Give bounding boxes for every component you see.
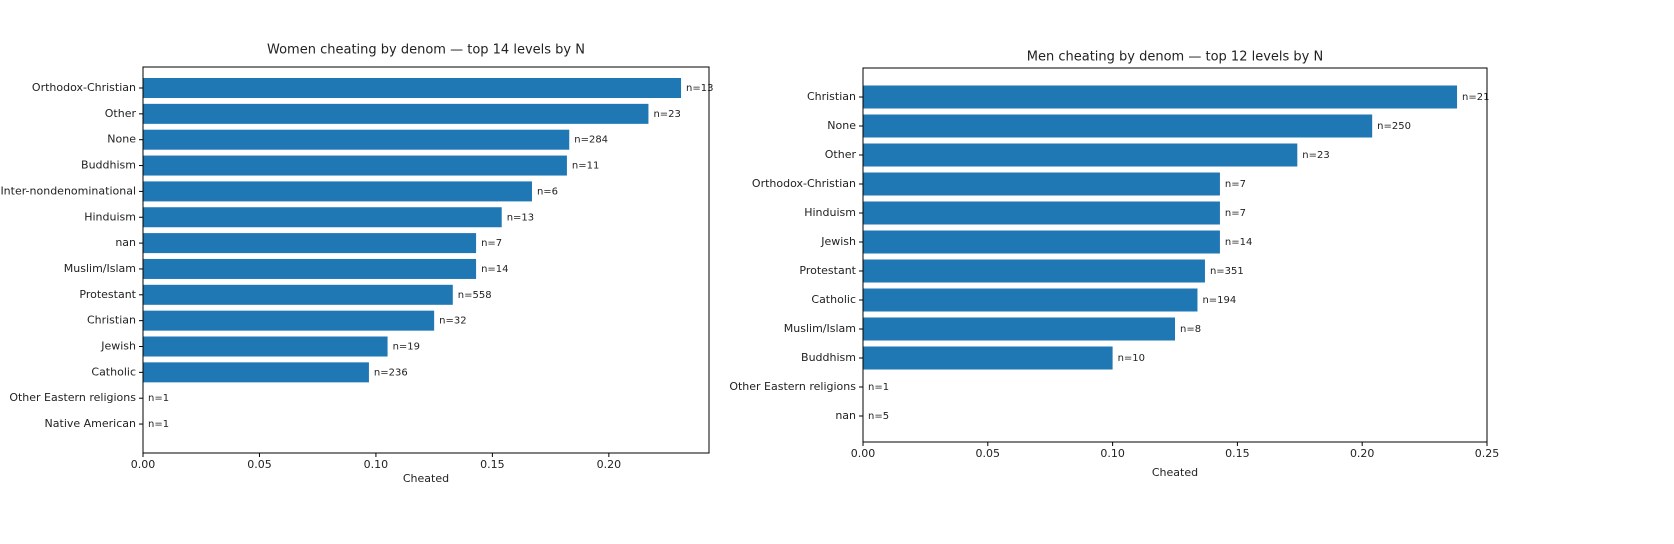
bar	[863, 317, 1175, 341]
bar-note: n=1	[868, 382, 889, 393]
x-tick-label: 0.05	[247, 458, 272, 471]
y-tick-label: Christian	[87, 314, 136, 327]
bar-note: n=8	[1180, 324, 1201, 335]
bar-note: n=23	[653, 109, 680, 120]
y-tick-label: nan	[835, 409, 856, 422]
y-tick-label: Protestant	[79, 288, 136, 301]
bar-note: n=13	[507, 212, 534, 223]
bar-note: n=1	[148, 393, 169, 404]
bar-note: n=250	[1377, 121, 1411, 132]
y-tick-label: nan	[115, 236, 136, 249]
bar-note: n=21	[1462, 92, 1489, 103]
y-tick-label: Hinduism	[84, 210, 136, 223]
y-tick-label: Other	[105, 107, 137, 120]
y-tick-label: Orthodox-Christian	[752, 177, 856, 190]
bar	[863, 143, 1298, 167]
y-tick-label: Other Eastern religions	[729, 380, 856, 393]
x-tick-label: 0.25	[1475, 447, 1500, 460]
bar	[863, 346, 1113, 370]
x-tick-label: 0.20	[597, 458, 622, 471]
bar	[143, 129, 570, 150]
bar-note: n=23	[1302, 150, 1329, 161]
y-tick-label: Protestant	[799, 264, 856, 277]
x-tick-label: 0.15	[1225, 447, 1250, 460]
y-tick-label: Buddhism	[81, 159, 136, 172]
y-tick-label: Jewish	[820, 235, 856, 248]
bar-note: n=6	[537, 186, 558, 197]
bar	[143, 362, 369, 383]
bar-note: n=7	[1225, 179, 1246, 190]
bar	[863, 172, 1220, 196]
bar-note: n=351	[1210, 266, 1244, 277]
bar-note: n=236	[374, 367, 408, 378]
y-tick-label: Hinduism	[804, 206, 856, 219]
y-tick-label: None	[827, 119, 856, 132]
bar	[143, 336, 388, 357]
bar-note: n=284	[574, 135, 608, 146]
chart-title: Men cheating by denom — top 12 levels by…	[1027, 50, 1323, 65]
bar-note: n=32	[439, 316, 466, 327]
y-tick-label: Inter-nondenominational	[0, 184, 136, 197]
y-tick-label: Catholic	[811, 293, 856, 306]
y-tick-label: Native American	[45, 417, 136, 430]
bar-note: n=194	[1202, 295, 1236, 306]
bar	[863, 85, 1458, 109]
bar	[863, 114, 1373, 138]
y-tick-label: Other	[825, 148, 857, 161]
y-tick-label: Christian	[807, 90, 856, 103]
plot-frame	[862, 67, 1488, 443]
bar-note: n=7	[1225, 208, 1246, 219]
x-tick-label: 0.10	[1100, 447, 1125, 460]
bar	[143, 284, 453, 305]
bar-note: n=14	[1225, 237, 1252, 248]
bar-note: n=5	[868, 411, 889, 422]
x-tick-label: 0.15	[480, 458, 505, 471]
bar-note: n=19	[393, 342, 420, 353]
bar	[143, 155, 567, 176]
chart-men: Men cheating by denom — top 12 levels by…	[729, 50, 1500, 479]
x-tick-label: 0.00	[851, 447, 876, 460]
y-tick-label: Other Eastern religions	[9, 391, 136, 404]
bar	[143, 310, 435, 331]
bar-note: n=14	[481, 264, 508, 275]
bar	[863, 230, 1220, 254]
bar	[143, 78, 682, 98]
bar-note: n=1	[148, 419, 169, 430]
y-tick-label: Jewish	[100, 340, 136, 353]
y-tick-label: Catholic	[91, 365, 136, 378]
bar	[863, 201, 1220, 225]
chart-women: Women cheating by denom — top 14 levels …	[0, 43, 713, 486]
x-tick-label: 0.00	[131, 458, 156, 471]
x-tick-label: 0.10	[364, 458, 389, 471]
plot-frame	[142, 66, 710, 454]
bar	[143, 103, 649, 124]
x-tick-label: 0.20	[1350, 447, 1375, 460]
bar-note: n=11	[572, 161, 599, 172]
bar	[143, 181, 532, 202]
x-tick-label: 0.05	[976, 447, 1001, 460]
y-tick-label: Muslim/Islam	[64, 262, 136, 275]
bar	[863, 288, 1198, 312]
x-axis-label: Cheated	[403, 472, 449, 485]
y-tick-label: Muslim/Islam	[784, 322, 856, 335]
bar-note: n=7	[481, 238, 502, 249]
bar-note: n=13	[686, 83, 713, 94]
bar	[143, 207, 502, 228]
y-tick-label: Orthodox-Christian	[32, 81, 136, 94]
bar	[863, 259, 1205, 283]
x-axis-label: Cheated	[1152, 466, 1198, 479]
bar-note: n=10	[1118, 353, 1145, 364]
y-tick-label: Buddhism	[801, 351, 856, 364]
bar-note: n=558	[458, 290, 492, 301]
bar	[143, 233, 477, 254]
chart-title: Women cheating by denom — top 14 levels …	[267, 43, 585, 58]
y-tick-label: None	[107, 133, 136, 146]
bar	[143, 258, 477, 279]
